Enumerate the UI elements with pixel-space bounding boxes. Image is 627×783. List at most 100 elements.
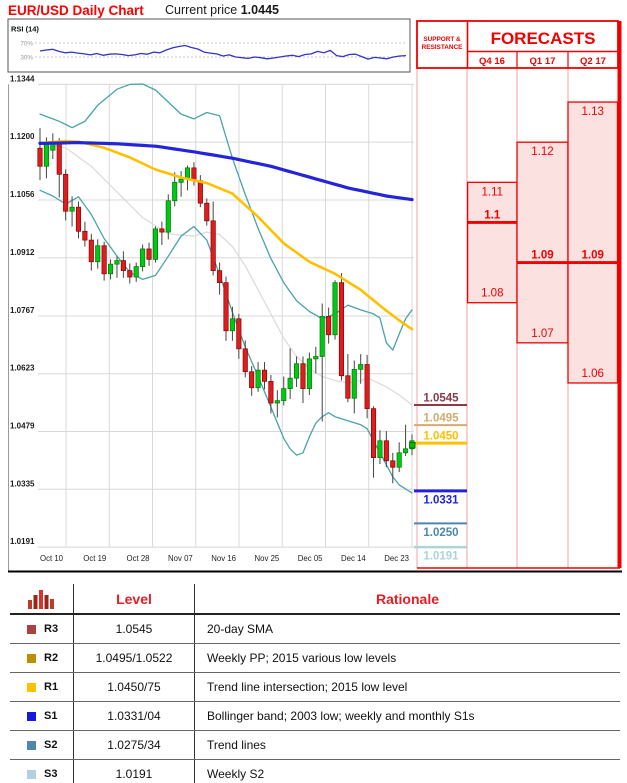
rationale-text: Bollinger band; 2003 low; weekly and mon… — [207, 709, 475, 723]
level-value: 1.0191 — [73, 760, 195, 783]
sr-level-label: 1.0250 — [423, 527, 458, 539]
sr-table-row: S2 1.0275/34 Trend lines — [10, 731, 620, 760]
candle — [313, 356, 319, 360]
rationale-text: Weekly S2 — [207, 767, 265, 781]
price-tick-label: 1.1200 — [10, 132, 35, 141]
quarter-column-label: Q4 16 — [479, 56, 505, 67]
quarter-column-label: Q1 17 — [530, 56, 556, 67]
candle — [377, 440, 383, 458]
rsi-upper-tick-label: 70% — [20, 41, 33, 48]
date-tick-label: Dec 05 — [298, 554, 323, 563]
date-tick-label: Nov 07 — [168, 554, 193, 563]
rsi-title: RSI (14) — [11, 25, 39, 34]
candle — [287, 377, 293, 389]
candle — [390, 460, 396, 468]
candle — [146, 248, 152, 260]
candle — [358, 364, 364, 370]
date-tick-label: Oct 19 — [83, 554, 106, 563]
candle — [217, 270, 223, 283]
level-value: 1.0275/34 — [73, 731, 195, 759]
rationale-text: Weekly PP; 2015 various low levels — [207, 651, 397, 665]
sr-table-row: R2 1.0495/1.0522 Weekly PP; 2015 various l… — [10, 644, 620, 673]
candle — [255, 369, 261, 389]
candle — [396, 452, 402, 468]
candle — [165, 200, 171, 233]
candle — [223, 282, 229, 332]
candle — [242, 348, 248, 373]
candle — [63, 173, 69, 212]
price-tick-label: 1.1056 — [10, 190, 35, 199]
forecast-range-box — [567, 101, 619, 384]
ma-mid-line — [38, 139, 414, 331]
sr-key-cell: R1 — [10, 673, 73, 701]
level-color-swatch — [27, 624, 36, 634]
sma20-line — [39, 141, 413, 406]
sr-key-label: R3 — [44, 623, 59, 635]
date-tick-label: Oct 28 — [127, 554, 150, 563]
sr-table-row: R1 1.0450/75 Trend line intersection; 2015… — [10, 673, 620, 702]
current-price: Current price 1.0445 — [165, 3, 279, 17]
current-price-value: 1.0445 — [240, 3, 279, 17]
candle — [140, 248, 146, 267]
candle — [306, 358, 312, 389]
chart-header: EUR/USD Daily Chart Current price 1.0445 — [8, 2, 618, 18]
sr-key-cell: S1 — [10, 702, 73, 730]
date-tick-label: Nov 25 — [255, 554, 280, 563]
sr-table-header-row: Level Rationale — [10, 584, 620, 615]
forecast-high-label: 1.11 — [482, 186, 504, 198]
candle — [319, 316, 325, 357]
candle — [326, 316, 332, 336]
sr-table-row: S1 1.0331/04 Bollinger band; 2003 low; wee… — [10, 702, 620, 731]
sr-table-row: R3 1.0545 20-day SMA — [10, 615, 620, 644]
ma-long-line — [38, 141, 414, 202]
candles-group — [37, 128, 415, 484]
support-resistance-header: SUPPORT & — [423, 36, 461, 43]
forecast-low-label: 1.07 — [531, 328, 553, 340]
candle — [229, 318, 235, 332]
sr-table: Level Rationale R3 1.0545 20-day SMA R2 1.04… — [10, 584, 620, 783]
rsi-lower-tick-label: 30% — [20, 55, 33, 62]
sr-key-label: R1 — [44, 681, 59, 693]
candle — [178, 178, 184, 183]
sr-level-label: 1.0331 — [423, 494, 459, 506]
candle — [95, 245, 101, 263]
candle — [127, 270, 133, 278]
candle — [338, 282, 345, 377]
candle — [197, 180, 203, 204]
sr-key-label: S1 — [44, 710, 58, 722]
price-tick-label: 1.0623 — [10, 364, 35, 373]
bollinger-lower-line — [39, 189, 413, 494]
sr-key-cell: S2 — [10, 731, 73, 759]
rationale-text: Trend line intersection; 2015 low level — [207, 680, 408, 694]
date-tick-label: Nov 16 — [211, 554, 236, 563]
candle — [345, 375, 351, 399]
candle — [383, 440, 389, 462]
rationale-text: Trend lines — [207, 738, 266, 752]
rationale-column-header: Rationale — [375, 590, 439, 607]
sr-key-label: S2 — [44, 739, 58, 751]
forecast-low-label: 1.06 — [582, 368, 604, 380]
price-tick-label: 1.0912 — [10, 248, 35, 257]
candle — [364, 364, 370, 410]
candle — [37, 147, 43, 167]
candle — [370, 408, 377, 458]
quarter-column-label: Q2 17 — [580, 56, 606, 67]
candle — [172, 181, 178, 202]
sr-level-label: 1.0545 — [423, 393, 459, 405]
candle — [43, 143, 49, 167]
forecast-high-label: 1.12 — [531, 146, 553, 158]
sr-key-cell: S3 — [10, 760, 73, 783]
candle — [152, 228, 159, 260]
date-tick-label: Oct 10 — [40, 554, 64, 563]
candle — [101, 245, 107, 275]
sr-table-row: S3 1.0191 Weekly S2 — [10, 760, 620, 783]
forecast-bold-label: 1.09 — [582, 250, 604, 262]
level-color-swatch — [27, 653, 36, 663]
level-color-swatch — [27, 711, 36, 721]
page-title: EUR/USD Daily Chart — [8, 3, 144, 18]
candle — [88, 239, 94, 263]
candle — [281, 388, 287, 401]
candle — [274, 400, 280, 404]
candle — [268, 381, 274, 404]
rsi-panel-frame — [7, 18, 411, 73]
